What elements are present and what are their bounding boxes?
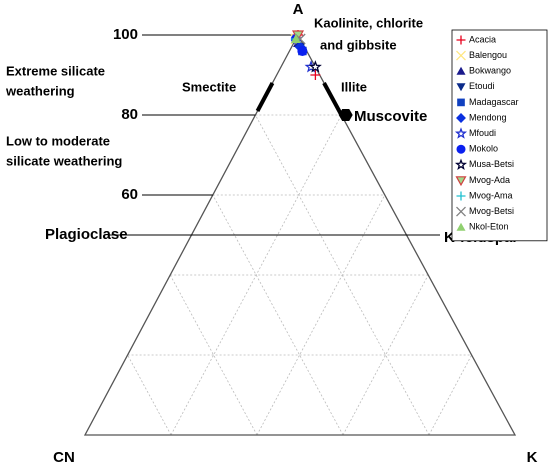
marker bbox=[338, 108, 353, 122]
annotation: Plagioclase bbox=[45, 226, 128, 243]
data-point bbox=[310, 70, 321, 80]
annotation: Illite bbox=[341, 79, 367, 94]
annotation: and gibbsite bbox=[320, 37, 397, 52]
annotation: Kaolinite, chlorite bbox=[314, 15, 423, 30]
grid-line bbox=[212, 194, 344, 436]
grid-line bbox=[255, 114, 430, 436]
data-point bbox=[297, 46, 308, 56]
legend-label: Balengou bbox=[469, 50, 507, 60]
legend-label: Mokolo bbox=[469, 144, 498, 154]
marker bbox=[454, 127, 468, 139]
grid-line bbox=[256, 194, 386, 436]
marker bbox=[455, 176, 467, 187]
legend-label: Mvog-Ama bbox=[469, 190, 513, 200]
legend-label: Mvog-Betsi bbox=[469, 206, 514, 216]
annotation: Smectite bbox=[182, 79, 236, 94]
marker bbox=[456, 222, 466, 231]
y-tick-label: 100 bbox=[113, 26, 138, 43]
apex-label: K bbox=[527, 449, 538, 466]
annotation: silicate weathering bbox=[6, 153, 122, 168]
legend-label: Madagascar bbox=[469, 97, 519, 107]
legend-box bbox=[451, 29, 548, 242]
reference-range bbox=[322, 82, 344, 116]
legend-label: Musa-Betsi bbox=[469, 159, 514, 169]
marker bbox=[456, 191, 466, 201]
legend-label: Nkol-Eton bbox=[469, 222, 509, 232]
marker bbox=[454, 158, 468, 170]
grid-line bbox=[127, 354, 172, 436]
annotation: Muscovite bbox=[354, 108, 427, 125]
marker bbox=[456, 206, 466, 217]
marker bbox=[456, 35, 466, 45]
marker bbox=[456, 50, 466, 61]
marker bbox=[456, 66, 466, 75]
annotation: Extreme silicate bbox=[6, 63, 105, 78]
y-tick-label: 60 bbox=[121, 186, 138, 203]
marker bbox=[457, 98, 465, 107]
marker bbox=[456, 113, 466, 123]
legend-label: Etoudi bbox=[469, 81, 495, 91]
y-tick-label: 80 bbox=[121, 106, 138, 123]
data-point bbox=[308, 60, 322, 73]
legend-label: Mendong bbox=[469, 112, 507, 122]
legend-label: Mvog-Ada bbox=[469, 175, 510, 185]
reference-range bbox=[255, 82, 275, 112]
legend-label: Mfoudi bbox=[469, 128, 496, 138]
data-point bbox=[290, 34, 301, 43]
apex-label: A bbox=[293, 1, 304, 18]
annotation: Low to moderate bbox=[6, 133, 110, 148]
annotation: weathering bbox=[5, 83, 75, 98]
marker bbox=[456, 144, 466, 154]
legend-label: Bokwango bbox=[469, 66, 511, 76]
legend-label: Acacia bbox=[469, 34, 496, 44]
marker bbox=[456, 83, 466, 92]
apex-label: CN bbox=[53, 449, 75, 466]
grid-line bbox=[428, 354, 472, 436]
